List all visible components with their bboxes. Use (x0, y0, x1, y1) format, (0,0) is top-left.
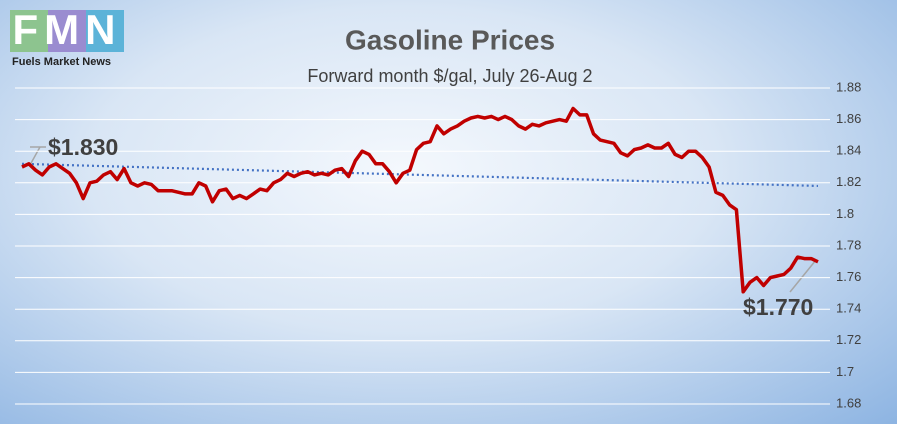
logo-text: FMN (13, 6, 122, 53)
leader-line (29, 146, 41, 166)
price-line (21, 106, 819, 294)
y-tick-label: 1.86 (836, 111, 861, 126)
y-tick-label: 1.8 (836, 206, 854, 221)
y-tick-label: 1.84 (836, 143, 861, 158)
y-tick-label: 1.72 (836, 332, 861, 347)
y-tick-label: 1.78 (836, 237, 861, 252)
leader-line (789, 259, 817, 293)
annotation: $1.770 (743, 294, 813, 320)
logo-block (10, 10, 48, 52)
logo-block (86, 10, 124, 52)
y-tick-label: 1.76 (836, 269, 861, 284)
chart-title: Gasoline Prices (345, 24, 555, 55)
y-tick-label: 1.68 (836, 395, 861, 410)
y-tick-label: 1.88 (836, 79, 861, 94)
y-tick-label: 1.7 (836, 364, 854, 379)
logo: FMN Fuels Market News (10, 6, 124, 68)
logo-caption: Fuels Market News (12, 56, 111, 68)
y-tick-label: 1.82 (836, 174, 861, 189)
annotation: $1.830 (48, 134, 118, 160)
logo-block (48, 10, 86, 52)
chart-subtitle: Forward month $/gal, July 26-Aug 2 (307, 66, 592, 86)
y-tick-label: 1.74 (836, 301, 861, 316)
